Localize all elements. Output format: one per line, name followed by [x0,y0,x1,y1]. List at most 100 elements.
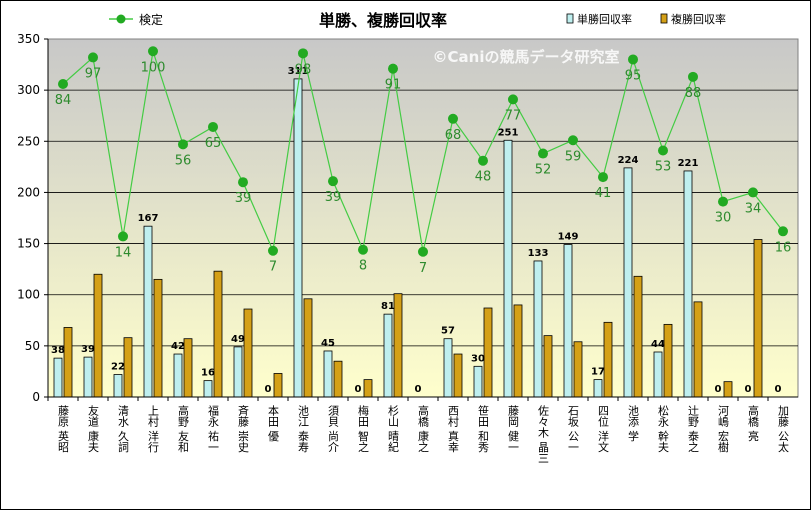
x-category-label: 池江 泰寿 [297,405,310,453]
x-category-label: 梅田 智之 [357,404,370,453]
bar-tansho-label: 38 [51,345,65,356]
kentei-marker [568,135,578,146]
bar-fukusho [393,293,403,398]
x-category-label: 斉藤 崇史 [237,404,250,453]
kentei-marker [208,121,218,132]
kentei-label: 59 [565,149,582,164]
gridlines [48,89,798,347]
bar-fukusho [753,239,763,398]
bar-fukusho [483,307,493,398]
kentei-label: 34 [745,201,762,216]
bar-tansho-label: 30 [471,353,485,364]
kentei-label: 53 [655,159,672,174]
x-category-label: 須貝 尚介 [327,405,340,453]
bar-fukusho [723,381,733,398]
kentei-marker [508,94,518,105]
y-axis: 0 50 100 150 200 250 300 350 [17,32,49,404]
x-category-label: 上村 洋行 [147,405,160,453]
bar-tansho [683,170,693,398]
kentei-label: 97 [85,66,102,81]
bar-tansho-label: 0 [745,384,752,395]
x-category-label: 高野 友和 [177,404,190,453]
x-category-label: 福永 祐一 [207,404,220,453]
kentei-marker [358,244,368,255]
kentei-label: 98 [295,62,312,77]
x-category-label: 加藤 公太 [777,405,790,453]
bar-tansho-label: 311 [288,66,309,77]
y-tick-label: 100 [17,288,40,302]
kentei-marker [298,48,308,59]
bar-tansho [323,350,333,398]
x-category-label: 松永 幹夫 [657,404,670,453]
kentei-label: 100 [141,60,166,75]
x-category-label: 清水 久詞 [117,405,130,453]
x-category-label: 笹田 和秀 [477,405,490,453]
y-tick-label: 350 [17,32,40,46]
bar-tansho [53,357,63,398]
x-category-label: 高橋 亮 [747,404,760,442]
bar-tansho [593,379,603,398]
kentei-label: 95 [625,68,642,83]
x-category-label: 河嶋 宏樹 [717,405,730,453]
bar-tansho-label: 16 [201,368,215,379]
bar-fukusho [453,353,463,398]
kentei-label: 56 [175,153,192,168]
bar-tansho-label: 17 [591,367,605,378]
bar-tansho-label: 39 [81,344,95,355]
bar-tansho-label: 167 [138,213,159,224]
kentei-label: 39 [325,190,342,205]
bar-fukusho [63,327,73,398]
kentei-marker [148,46,158,57]
bar-fukusho [633,275,643,398]
kentei-marker [598,172,608,183]
kentei-label: 91 [385,78,402,93]
plot-area [47,38,799,398]
line-series: 84 97 14 100 56 65 39 7 98 39 8 91 7 68 48 77 52 59 41 95 53… [55,46,792,276]
kentei-marker [658,145,668,156]
bar-tansho-label: 0 [265,384,272,395]
bar-fukusho [543,335,553,398]
x-category-label: 友道 康夫 [87,404,100,453]
legend-bar2-label: 複勝回収率 [671,12,726,26]
legend: 検定 単勝回収率 複勝回収率 [109,12,726,27]
kentei-marker [538,148,548,159]
kentei-label: 16 [775,240,792,255]
bar-tansho [653,351,663,398]
kentei-label: 8 [359,259,367,274]
x-category-label: 藤原 英昭 [57,405,70,453]
y-tick-label: 50 [25,339,40,353]
bar-fukusho [663,323,673,398]
kentei-label: 30 [715,211,732,226]
bar-fukusho [93,273,103,398]
kentei-label: 41 [595,186,612,201]
kentei-marker [388,63,398,74]
kentei-marker [88,52,98,63]
x-category-label: 藤岡 健一 [507,405,520,453]
kentei-label: 14 [115,245,132,260]
x-category-label: 四位 洋文 [597,405,610,453]
kentei-marker [268,245,278,256]
bar-tansho-label: 45 [321,338,335,349]
bar-tansho [293,78,303,398]
x-category-label: 本田 優 [267,404,280,442]
bar-tansho [443,338,453,398]
bar-tansho-label: 251 [498,127,519,138]
kentei-label: 39 [235,191,252,206]
kentei-marker [688,71,698,82]
bar-tansho-label: 149 [558,232,579,243]
bar-tansho-label: 42 [171,341,185,352]
x-category-label: 杉山 晴紀 [387,404,400,453]
kentei-marker [448,113,458,124]
bar-tansho-label: 0 [775,384,782,395]
bar-fukusho [363,379,373,398]
kentei-label: 52 [535,163,552,178]
kentei-marker [328,176,338,187]
kentei-marker [58,79,68,90]
kentei-marker [748,187,758,198]
bar-tansho-label: 49 [231,334,245,345]
kentei-marker [478,155,488,166]
x-category-label: 石坂 公一 [567,405,580,453]
bar-tansho [563,244,573,398]
